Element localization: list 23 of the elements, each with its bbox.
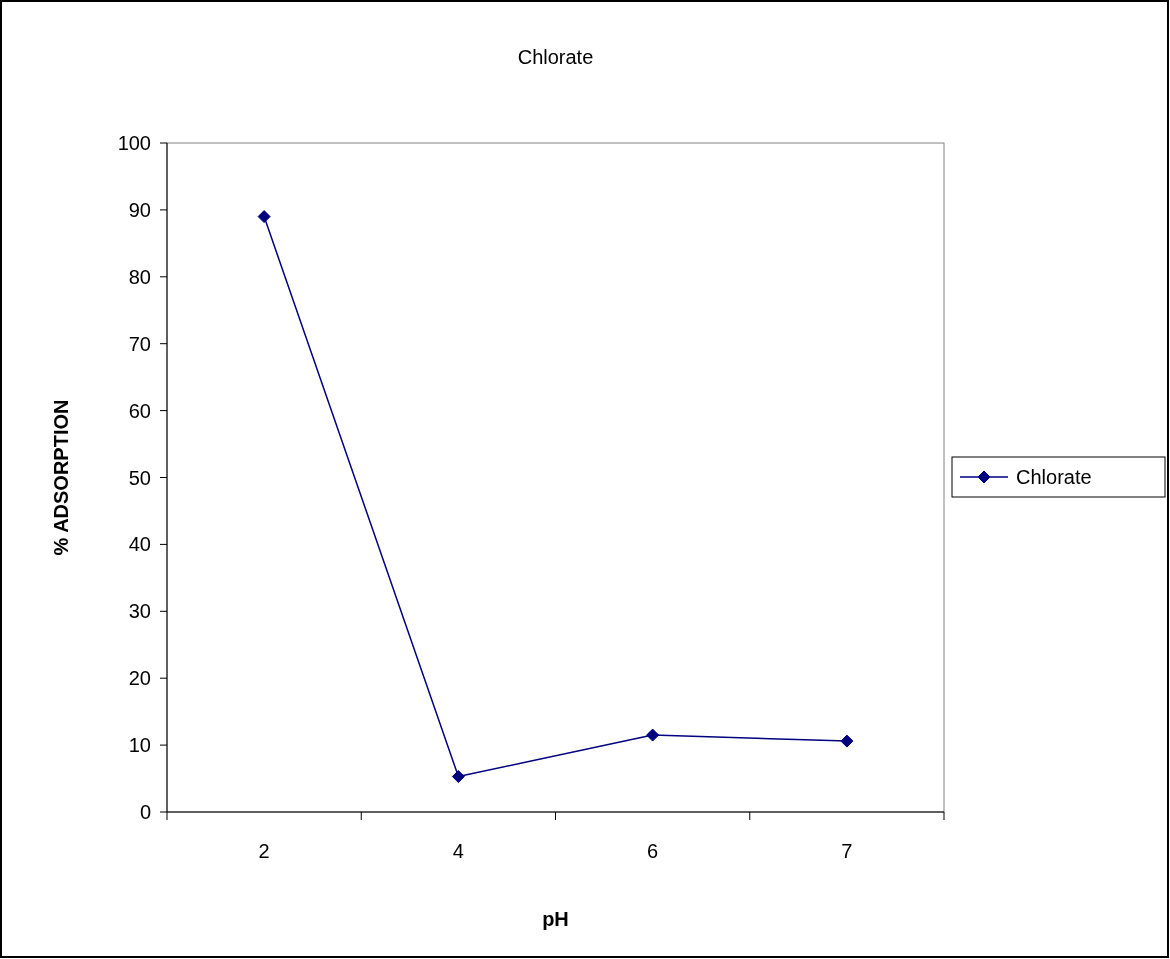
x-tick-label: 6 [647,840,659,862]
point [840,734,854,748]
point [257,210,271,224]
legend-label: Chlorate [1016,466,1092,488]
y-tick-label: 30 [128,600,151,623]
chart-title: Chlorate [517,46,594,68]
y-tick-label: 80 [128,265,151,288]
y-tick-label: 10 [128,734,151,757]
y-tick-label: 0 [139,801,151,823]
y-tick-label: 20 [128,667,151,690]
point [451,770,465,784]
x-tick-label: 4 [452,840,464,862]
y-tick-label: 70 [128,332,151,355]
point [646,728,660,742]
x-tick-label: 2 [258,840,270,862]
x-tick-label: 7 [841,840,853,862]
y-tick-label: 40 [128,533,151,556]
y-tick-label: 50 [128,466,151,489]
y-tick-label: 60 [128,399,151,422]
y-tick-label: 100 [117,132,151,154]
y-axis-title: % ADSORPTION [50,399,72,556]
x-axis-title: pH [542,908,569,930]
y-tick-label: 90 [128,198,151,221]
